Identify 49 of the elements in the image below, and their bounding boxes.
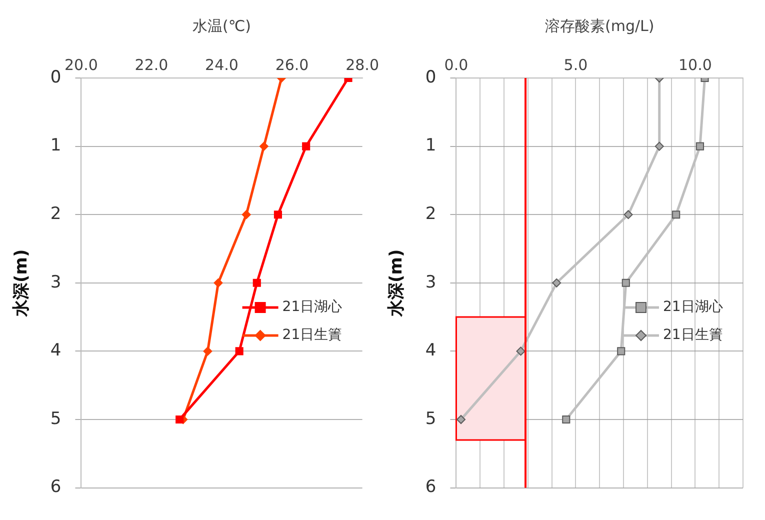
x-axis-title: 水温(℃) (192, 16, 252, 35)
point (203, 346, 212, 356)
legend-label: 21日生簀 (282, 327, 342, 344)
y-tick-label: 3 (50, 272, 62, 292)
y-axis-title: 水深(m) (386, 249, 407, 318)
x-tick-label: 5.0 (564, 56, 588, 74)
y-tick-label: 6 (50, 477, 62, 498)
legend-label: 21日湖心 (282, 299, 342, 316)
y-tick-label: 2 (50, 204, 62, 224)
y-tick-label: 3 (425, 272, 436, 292)
point (516, 346, 526, 356)
point (672, 210, 680, 219)
y-tick-label: 1 (425, 136, 436, 156)
point (252, 278, 261, 287)
point (622, 278, 630, 287)
x-tick-label: 0.0 (444, 56, 468, 74)
y-tick-label: 5 (425, 408, 436, 429)
point (235, 347, 244, 356)
point (176, 415, 184, 424)
y-tick-label: 5 (50, 408, 62, 429)
x-tick-label: 24.0 (205, 56, 238, 74)
x-tick-label: 10.0 (678, 56, 712, 74)
legend-label: 21日生簀 (663, 327, 723, 344)
point (617, 347, 626, 356)
point (214, 278, 223, 288)
point (552, 278, 562, 288)
point (562, 415, 570, 424)
point (274, 210, 282, 219)
x-tick-label: 28.0 (346, 56, 380, 74)
y-axis-title: 水深(m) (12, 249, 32, 318)
point (624, 210, 633, 220)
legend-label: 21日湖心 (663, 299, 723, 316)
y-tick-label: 0 (50, 67, 62, 88)
x-tick-label: 22.0 (134, 56, 168, 74)
x-axis-title: 溶存酸素(mg/L) (544, 16, 654, 35)
point (242, 210, 251, 220)
point (654, 142, 664, 151)
y-tick-label: 2 (425, 204, 436, 224)
x-tick-label: 20.0 (64, 56, 98, 74)
point (696, 142, 704, 150)
y-tick-label: 1 (50, 136, 62, 156)
point (302, 142, 310, 150)
point (259, 142, 268, 151)
point (456, 415, 466, 424)
y-tick-label: 4 (50, 340, 62, 361)
y-tick-label: 6 (425, 477, 436, 498)
y-tick-label: 0 (425, 67, 436, 88)
x-tick-label: 26.0 (275, 56, 309, 74)
y-tick-label: 4 (425, 340, 436, 361)
